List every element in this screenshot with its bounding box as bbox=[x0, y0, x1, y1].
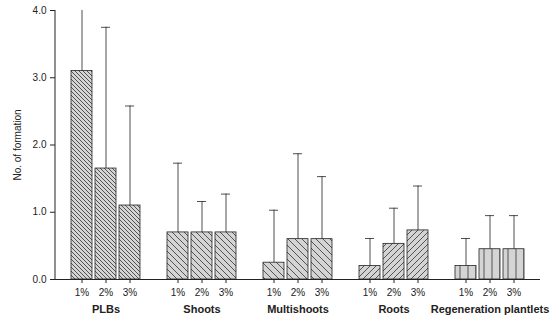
svg-text:2%: 2% bbox=[99, 287, 114, 298]
svg-text:3.0: 3.0 bbox=[33, 72, 47, 83]
svg-text:3%: 3% bbox=[411, 287, 426, 298]
svg-text:Roots: Roots bbox=[378, 303, 409, 315]
svg-text:2%: 2% bbox=[483, 287, 498, 298]
svg-text:3%: 3% bbox=[219, 287, 234, 298]
svg-text:2%: 2% bbox=[291, 287, 306, 298]
svg-text:Multishoots: Multishoots bbox=[267, 303, 329, 315]
svg-text:3%: 3% bbox=[507, 287, 522, 298]
svg-text:1%: 1% bbox=[459, 287, 474, 298]
svg-text:2.0: 2.0 bbox=[33, 139, 47, 150]
svg-text:4.0: 4.0 bbox=[33, 5, 47, 16]
svg-text:1%: 1% bbox=[75, 287, 90, 298]
svg-text:3%: 3% bbox=[315, 287, 330, 298]
svg-text:2%: 2% bbox=[387, 287, 402, 298]
svg-text:1.0: 1.0 bbox=[33, 206, 47, 217]
svg-text:2%: 2% bbox=[195, 287, 210, 298]
svg-text:Regeneration plantlets: Regeneration plantlets bbox=[431, 303, 550, 315]
svg-text:1%: 1% bbox=[267, 287, 282, 298]
svg-text:1%: 1% bbox=[171, 287, 186, 298]
svg-text:No. of formation: No. of formation bbox=[12, 109, 23, 180]
svg-text:3%: 3% bbox=[123, 287, 138, 298]
svg-text:PLBs: PLBs bbox=[92, 303, 120, 315]
svg-text:Shoots: Shoots bbox=[183, 303, 220, 315]
svg-text:1%: 1% bbox=[363, 287, 378, 298]
svg-text:0.0: 0.0 bbox=[33, 274, 47, 285]
